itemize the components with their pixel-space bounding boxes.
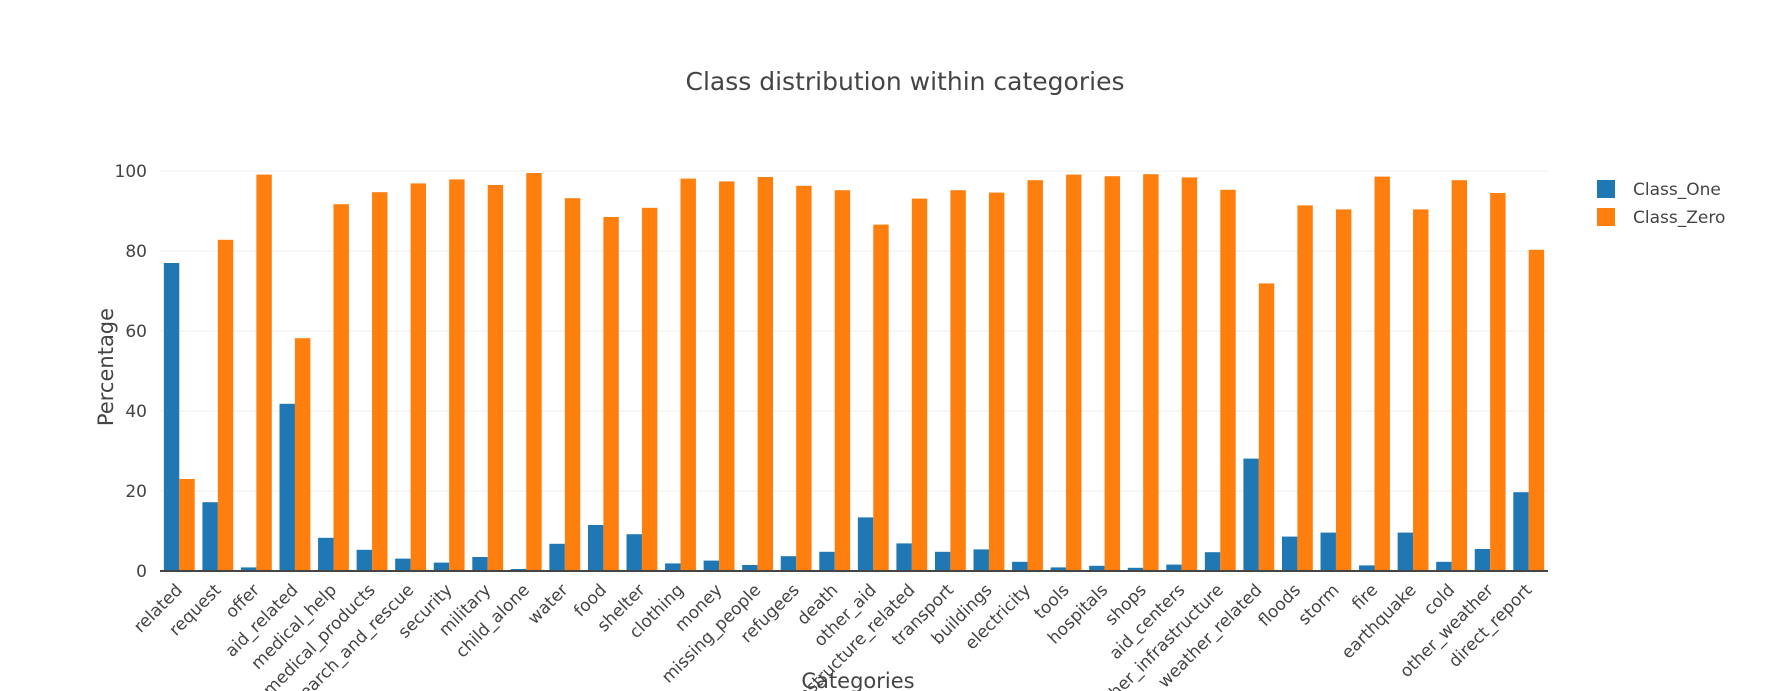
- bar-class-zero[interactable]: [526, 173, 542, 571]
- bar-class-one[interactable]: [780, 556, 797, 571]
- bars: [163, 173, 1545, 572]
- bar-class-one[interactable]: [896, 543, 912, 571]
- bar-class-one[interactable]: [1359, 565, 1375, 571]
- bar-class-zero[interactable]: [603, 217, 619, 571]
- bar-class-one[interactable]: [665, 563, 681, 571]
- bar-class-zero[interactable]: [911, 198, 928, 571]
- bar-class-zero[interactable]: [487, 185, 504, 571]
- bar-class-one[interactable]: [240, 567, 257, 571]
- bar-class-zero[interactable]: [1297, 205, 1313, 571]
- bar-class-zero[interactable]: [1104, 176, 1121, 571]
- bar-class-zero[interactable]: [449, 179, 465, 571]
- y-tick-label: 20: [125, 482, 147, 502]
- bar-class-zero[interactable]: [217, 239, 234, 572]
- bar-class-one[interactable]: [433, 562, 450, 571]
- bar-class-one[interactable]: [279, 403, 295, 571]
- x-tick-label: floods: [1255, 580, 1305, 630]
- bar-class-zero[interactable]: [256, 174, 272, 571]
- y-tick-label: 100: [115, 162, 147, 182]
- bar-class-one[interactable]: [587, 525, 604, 571]
- bar-class-zero[interactable]: [410, 183, 427, 571]
- bar-class-zero[interactable]: [372, 192, 388, 571]
- bar-class-zero[interactable]: [641, 207, 658, 572]
- bar-class-one[interactable]: [1320, 532, 1336, 571]
- bar-class-one[interactable]: [857, 517, 874, 571]
- y-tick-label: 80: [125, 242, 147, 262]
- y-tick-labels: 0 20 40 60 80 100: [115, 162, 147, 582]
- bar-class-one[interactable]: [1166, 564, 1182, 571]
- bar-class-one[interactable]: [163, 263, 180, 571]
- y-tick-label: 0: [136, 562, 147, 582]
- gridlines: [160, 170, 1548, 492]
- bar-class-one[interactable]: [742, 565, 758, 571]
- bar-class-one[interactable]: [626, 534, 642, 571]
- legend-label[interactable]: Class_Zero: [1633, 208, 1725, 228]
- bar-class-one[interactable]: [973, 549, 989, 571]
- bar-class-zero[interactable]: [1528, 249, 1545, 572]
- bar-class-zero[interactable]: [873, 224, 889, 571]
- bar-class-zero[interactable]: [950, 190, 966, 571]
- bar-class-one[interactable]: [549, 543, 565, 571]
- bar-class-one[interactable]: [1397, 532, 1414, 571]
- bar-class-zero[interactable]: [1220, 189, 1236, 572]
- bar-class-zero[interactable]: [796, 185, 812, 572]
- bar-class-zero[interactable]: [1027, 180, 1043, 571]
- bar-class-zero[interactable]: [179, 479, 195, 571]
- bar-class-zero[interactable]: [564, 198, 581, 571]
- bar-class-one[interactable]: [819, 551, 835, 571]
- bar-class-zero[interactable]: [834, 190, 851, 571]
- bar-class-zero[interactable]: [757, 177, 774, 571]
- bar-class-zero[interactable]: [1490, 193, 1506, 571]
- chart-title: Class distribution within categories: [686, 67, 1125, 96]
- bar-class-one[interactable]: [1204, 552, 1221, 571]
- legend-label[interactable]: Class_One: [1633, 180, 1721, 200]
- bar-class-one[interactable]: [1127, 567, 1144, 571]
- bar-class-zero[interactable]: [1451, 180, 1468, 571]
- bar-class-one[interactable]: [472, 557, 488, 571]
- bar-class-one[interactable]: [1089, 565, 1105, 571]
- bar-class-one[interactable]: [934, 551, 951, 571]
- bar-class-zero[interactable]: [294, 338, 311, 571]
- x-tick-label: storm: [1295, 580, 1344, 629]
- bar-class-zero[interactable]: [1258, 283, 1275, 571]
- bar-class-zero[interactable]: [1413, 209, 1429, 571]
- bar-class-one[interactable]: [1474, 549, 1491, 571]
- bar-class-one[interactable]: [1012, 561, 1028, 571]
- bar-class-zero[interactable]: [719, 181, 735, 571]
- bar-class-one[interactable]: [1436, 561, 1452, 571]
- x-tick-label: water: [524, 580, 572, 628]
- bar-class-zero[interactable]: [988, 192, 1005, 571]
- bar-class-one[interactable]: [318, 537, 334, 571]
- bar-class-one[interactable]: [202, 502, 218, 571]
- legend: Class_One Class_Zero: [1597, 180, 1725, 228]
- bar-class-zero[interactable]: [1143, 174, 1159, 571]
- y-axis-title: Percentage: [94, 308, 118, 426]
- bar-class-one[interactable]: [395, 558, 411, 571]
- bar-class-zero[interactable]: [1181, 177, 1198, 571]
- bar-class-zero[interactable]: [680, 178, 696, 571]
- bar-class-one[interactable]: [1243, 458, 1259, 571]
- bar-class-zero[interactable]: [1066, 174, 1082, 571]
- y-tick-label: 40: [125, 402, 147, 422]
- bar-class-one[interactable]: [1513, 492, 1529, 571]
- bar-class-one[interactable]: [356, 549, 373, 571]
- legend-swatch[interactable]: [1597, 180, 1615, 198]
- bar-class-zero[interactable]: [1374, 176, 1390, 571]
- bar-class-one[interactable]: [1281, 536, 1298, 571]
- bar-class-one[interactable]: [703, 560, 720, 571]
- legend-swatch[interactable]: [1597, 208, 1615, 226]
- bar-class-one[interactable]: [1050, 567, 1067, 571]
- bar-class-zero[interactable]: [1335, 209, 1352, 571]
- y-tick-label: 60: [125, 322, 147, 342]
- bar-class-zero[interactable]: [333, 204, 349, 571]
- x-axis-title: Categories: [801, 669, 914, 691]
